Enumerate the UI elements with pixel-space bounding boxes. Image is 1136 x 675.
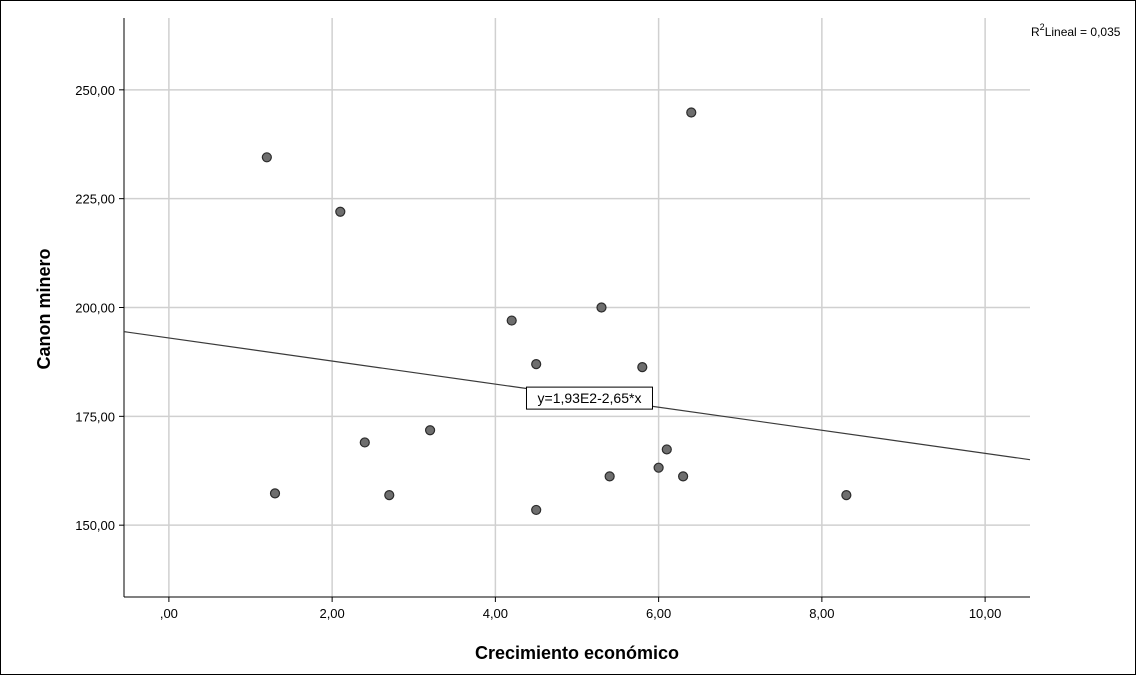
data-point (384, 490, 395, 501)
x-tick-label: 4,00 (483, 606, 508, 621)
data-point (678, 471, 689, 482)
data-point (506, 315, 517, 326)
r-squared-value: Lineal = 0,035 (1045, 25, 1121, 39)
data-point (596, 302, 607, 313)
x-tick-label: ,00 (160, 606, 178, 621)
data-point (686, 107, 697, 118)
x-tick-label: 8,00 (809, 606, 834, 621)
x-tick-label: 2,00 (319, 606, 344, 621)
x-tick-label: 6,00 (646, 606, 671, 621)
data-point (531, 358, 542, 370)
data-point (637, 362, 648, 373)
y-tick-label: 200,00 (75, 301, 115, 316)
data-point (335, 206, 346, 217)
data-point (653, 462, 664, 473)
grid-layer (124, 18, 1030, 597)
y-axis-title: Canon minero (34, 248, 54, 369)
r-squared-label: R2Lineal = 0,035 (1031, 22, 1121, 39)
data-point (531, 504, 542, 516)
data-point (359, 437, 370, 448)
x-axis-title: Crecimiento económico (475, 643, 679, 663)
fit-equation-box (525, 386, 653, 410)
data-point (841, 490, 852, 501)
y-tick-label: 150,00 (75, 518, 115, 533)
x-tick-label: 10,00 (969, 606, 1002, 621)
label-layer: Crecimiento económico Canon minero R2Lin… (34, 22, 1121, 663)
y-tick-label: 225,00 (75, 192, 115, 207)
fit-equation-label: y=1,93E2-2,65*x (538, 390, 642, 406)
data-point (661, 444, 672, 455)
data-point (261, 152, 272, 163)
axis-layer: ,00 2,00 4,00 6,00 8,00 10,00 150,00 175,00 200,… (75, 18, 1030, 621)
point-layer (261, 107, 852, 516)
data-point (424, 425, 436, 436)
data-point (604, 471, 615, 482)
y-tick-label: 250,00 (75, 83, 115, 98)
y-tick-label: 175,00 (75, 409, 115, 424)
data-point (269, 488, 281, 499)
